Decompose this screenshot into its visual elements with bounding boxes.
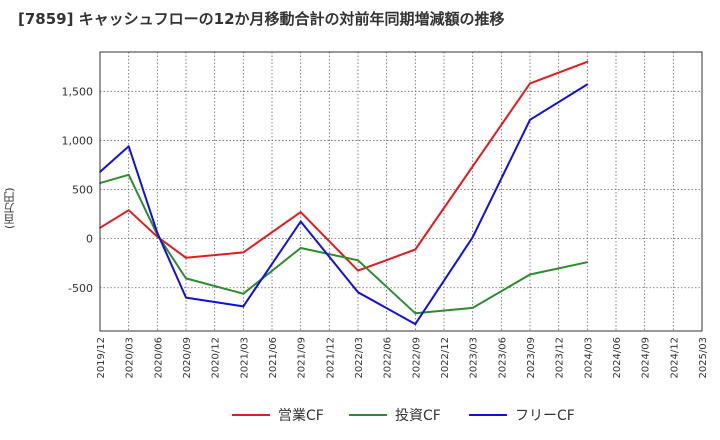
data-point: [299, 220, 302, 223]
x-axis-ticks: 2019/12 2020/03 2020/06 2020/09 2020/12 2021/…: [96, 337, 709, 379]
x-tick-label: 2023/12: [555, 337, 566, 379]
data-point: [529, 118, 531, 121]
grid: [100, 52, 702, 331]
x-tick-label: 2021/12: [325, 337, 336, 379]
data-point: [357, 291, 359, 294]
y-tick-label: 500: [72, 184, 93, 197]
data-point: [414, 248, 417, 251]
legend-item: 営業CF: [232, 403, 324, 427]
x-tick-label: 2024/12: [669, 337, 680, 379]
series-lines: [99, 60, 589, 326]
x-tick-label: 2022/03: [354, 337, 365, 379]
y-tick-label: 1,500: [62, 85, 94, 98]
x-tick-label: 2022/06: [383, 337, 394, 379]
x-tick-label: 2021/06: [268, 337, 279, 379]
legend-swatch: [232, 414, 270, 416]
x-tick-label: 2023/03: [469, 337, 480, 379]
legend-label: 営業CF: [278, 408, 324, 424]
data-point: [242, 305, 245, 308]
data-point: [414, 323, 417, 326]
x-tick-label: 2024/09: [641, 337, 652, 379]
data-point: [185, 296, 187, 299]
x-tick-label: 2020/12: [211, 337, 222, 379]
data-point: [242, 292, 245, 295]
legend-item: 投資CF: [349, 403, 441, 427]
data-point: [127, 209, 130, 212]
data-point: [586, 60, 589, 63]
legend-swatch: [469, 414, 507, 416]
data-point: [471, 236, 474, 239]
data-point: [242, 251, 245, 254]
legend-label: フリーCF: [515, 408, 575, 424]
legend: 営業CF 投資CF フリーCF: [0, 403, 720, 427]
y-tick-label: 1,000: [62, 134, 94, 147]
data-point: [299, 247, 302, 249]
x-tick-label: 2024/06: [612, 337, 623, 379]
legend-label: 投資CF: [395, 408, 441, 424]
data-point: [529, 273, 531, 276]
x-tick-label: 2022/12: [440, 337, 451, 379]
x-tick-label: 2020/03: [125, 337, 136, 379]
legend-item: フリーCF: [469, 403, 575, 427]
x-tick-label: 2022/09: [411, 337, 422, 379]
data-point: [586, 83, 589, 86]
x-tick-label: 2020/09: [182, 337, 193, 379]
data-point: [299, 211, 302, 214]
data-point: [156, 231, 159, 234]
plot-frame: [99, 51, 703, 332]
x-tick-label: 2021/09: [297, 337, 308, 379]
data-point: [127, 173, 130, 176]
data-point: [586, 261, 589, 264]
legend-swatch: [349, 414, 387, 416]
series-line-1: [99, 60, 588, 272]
x-tick-label: 2024/03: [583, 337, 594, 379]
series-line-2: [99, 173, 588, 315]
data-point: [414, 312, 417, 315]
data-point: [529, 82, 531, 85]
chart-title: [7859] キャッシュフローの12か月移動合計の対前年同期増減額の推移: [18, 10, 505, 28]
x-tick-label: 2025/03: [698, 337, 709, 379]
data-point: [471, 307, 474, 309]
x-tick-label: 2020/06: [153, 337, 164, 379]
x-tick-label: 2023/06: [497, 337, 508, 379]
data-point: [357, 259, 359, 262]
y-tick-label: -500: [68, 282, 93, 295]
x-tick-label: 2023/09: [526, 337, 537, 379]
data-point: [185, 256, 187, 259]
data-point: [185, 277, 187, 280]
data-point: [357, 269, 359, 272]
x-tick-label: 2019/12: [96, 337, 107, 379]
y-tick-label: 0: [86, 233, 93, 246]
x-tick-label: 2021/03: [239, 337, 250, 379]
y-axis-ticks: -500 0 500 1,000 1,500: [62, 85, 94, 294]
data-point: [127, 145, 130, 148]
